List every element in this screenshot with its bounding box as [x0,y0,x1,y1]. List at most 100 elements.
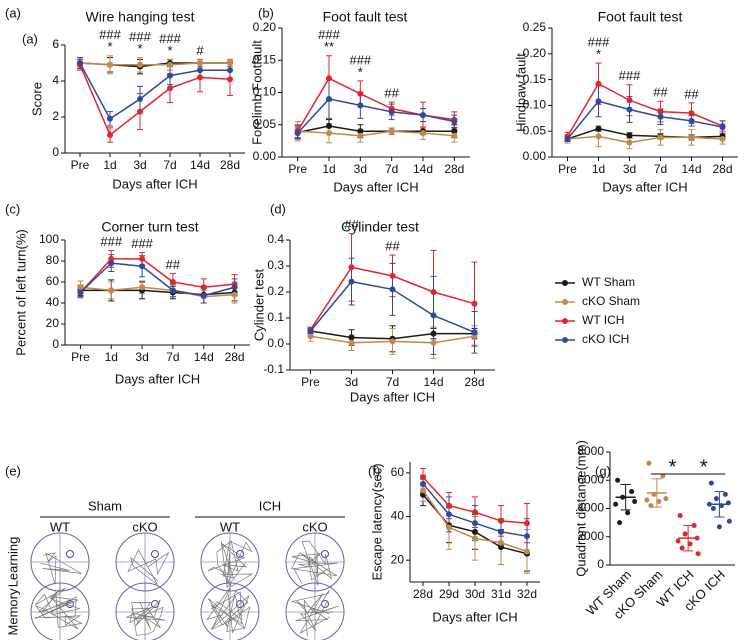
x-tick-label: 14d [413,162,433,176]
y-tick-label: 0.1 [267,310,284,324]
series-line [566,100,723,140]
y-tick-label: 0 [52,145,59,159]
annotation: ### [619,68,641,83]
y-tick-label: 6000 [577,472,604,486]
series-line [79,262,235,297]
marker [357,132,364,139]
marker [657,113,664,120]
point [615,477,621,483]
y-tick-label: 20 [391,552,405,566]
x-axis-label: Days after ICH [115,371,200,386]
marker [307,333,314,340]
swim-trace [291,590,339,637]
annotation: ## [344,217,359,232]
panel-label: (d) [270,201,286,216]
y-tick-label: 0.00 [253,149,277,163]
marker [471,300,478,307]
x-tick-label: 14d [681,162,701,176]
annotation: ### [588,35,610,50]
marker [139,284,146,291]
x-tick-label: 14d [190,158,210,172]
y-tick-label: 60 [46,274,60,288]
marker [389,272,396,279]
point [716,524,722,530]
group-header: ICH [259,498,281,513]
x-tick-label: 32d [517,587,537,601]
x-axis-label: Days after ICH [112,176,197,191]
point [687,541,693,547]
marker [389,286,396,293]
marker [357,102,364,109]
marker [108,255,115,262]
marker [420,130,426,137]
marker [524,533,530,540]
marker [231,284,238,291]
x-tick-label: 1d [322,162,335,176]
y-tick-label: 0.00 [523,149,547,163]
x-tick-label: Pre [558,162,577,176]
marker [626,139,633,146]
marker [227,76,233,83]
x-tick-label: 1d [105,350,118,364]
x-tick-label: 28d [712,162,732,176]
platform [151,550,159,558]
y-tick-label: 4000 [577,501,604,515]
annotation: ### [99,27,121,42]
marker [77,60,83,66]
point [726,518,732,524]
marker [472,535,478,542]
marker [200,292,207,299]
x-tick-label: 1d [592,162,605,176]
x-tick-label: Pre [71,350,90,364]
point [625,510,631,516]
x-tick-label: 28d [444,162,464,176]
marker [564,135,571,142]
marker [167,61,173,68]
marker [719,124,726,131]
legend-marker [562,337,568,343]
marker [657,134,664,141]
x-tick-label: Pre [301,375,320,389]
marker [446,502,452,509]
panel-label: (g) [595,463,611,478]
y-tick-label: 20 [46,316,60,330]
swim-trace [207,540,254,589]
marker [348,339,355,346]
marker [430,339,437,346]
annotation: ### [318,27,340,42]
significance: * [669,456,677,478]
legend-marker [562,299,568,305]
series-line [297,98,455,134]
marker [498,528,504,535]
x-tick-label: 28d [220,158,240,172]
marker [524,548,530,555]
marker [626,97,633,104]
point [722,491,728,497]
y-tick-label: 0.10 [523,98,547,112]
point [675,538,681,544]
legend-label: WT Sham [582,275,635,289]
y-axis-label: Hindpaw fault [513,53,528,132]
y-axis-label: Percent of left turn(%) [13,229,28,355]
marker [595,133,602,140]
x-tick-label: 14d [194,350,214,364]
marker [719,135,726,142]
panel-label: (a) [5,5,21,20]
annotation: * [596,47,601,62]
point [646,460,652,466]
x-tick-label: 28d [464,375,484,389]
point [629,489,635,495]
marker [107,61,113,68]
y-tick-label: -0.1 [263,362,284,376]
chart-title: Foot fault test [598,9,683,25]
y-axis-label: Escape latency(sec) [369,463,384,580]
point [613,501,619,507]
panel-label: (a) [22,31,38,46]
series-line [566,82,723,137]
marker [472,520,478,527]
marker [430,330,437,337]
y-tick-label: 0.25 [523,20,547,34]
y-axis-label: Score [29,82,44,116]
marker [107,132,113,138]
chart-title: Corner turn test [101,219,198,235]
